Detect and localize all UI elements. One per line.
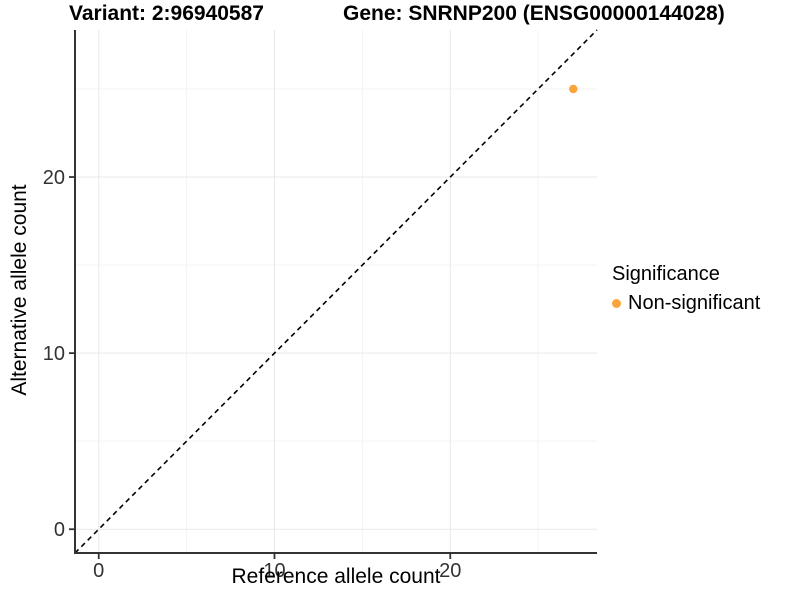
y-tick-label: 10 xyxy=(43,343,65,365)
x-tick-label: 0 xyxy=(93,560,104,582)
x-tick-label: 20 xyxy=(439,560,461,582)
legend-item-label: Non-significant xyxy=(628,292,761,314)
x-tick-label: 10 xyxy=(263,560,285,582)
legend-title: Significance xyxy=(612,263,720,285)
y-tick-label: 20 xyxy=(43,167,65,189)
plot-title-variant: Variant: 2:96940587 xyxy=(69,2,264,25)
data-point xyxy=(569,84,578,94)
y-axis-title: Alternative allele count xyxy=(8,184,31,396)
legend-item: Non-significant xyxy=(612,292,760,315)
identity-line xyxy=(74,29,598,554)
legend-point-icon xyxy=(612,299,621,308)
plot-title-gene: Gene: SNRNP200 (ENSG00000144028) xyxy=(343,2,725,25)
x-axis-title: Reference allele count xyxy=(231,565,441,588)
y-tick-label: 0 xyxy=(54,519,65,541)
legend: Significance Non-significant xyxy=(612,263,760,315)
